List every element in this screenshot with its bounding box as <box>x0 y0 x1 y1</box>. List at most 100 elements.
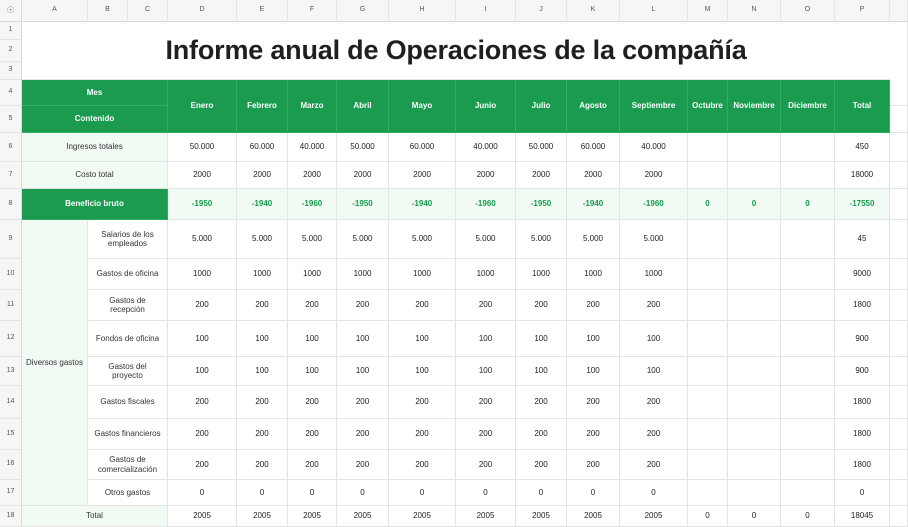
beneficio-cell[interactable]: 0 <box>728 189 781 220</box>
eye-icon[interactable]: ☉ <box>6 5 15 16</box>
gasto-cell[interactable]: 200 <box>237 290 288 321</box>
gasto-cell[interactable]: 100 <box>456 321 516 357</box>
gasto-cell[interactable]: 200 <box>168 386 237 419</box>
gasto-cell[interactable]: 100 <box>288 357 337 386</box>
gasto-cell[interactable]: 100 <box>389 321 456 357</box>
gasto-cell[interactable]: 200 <box>237 450 288 480</box>
gasto-cell[interactable]: 200 <box>337 450 389 480</box>
total-cell[interactable]: 0 <box>688 506 728 527</box>
gasto-cell[interactable]: 200 <box>288 386 337 419</box>
header-month-10[interactable]: Octubre <box>688 80 728 133</box>
header-month-3[interactable]: Marzo <box>288 80 337 133</box>
total-cell[interactable]: 2005 <box>168 506 237 527</box>
gasto-cell[interactable]: 200 <box>168 450 237 480</box>
ingresos-label[interactable]: Ingresos totales <box>22 133 168 162</box>
gasto-cell[interactable] <box>781 480 835 506</box>
gasto-cell[interactable]: 100 <box>516 357 567 386</box>
header-month-5[interactable]: Mayo <box>389 80 456 133</box>
gasto-cell[interactable]: 200 <box>516 386 567 419</box>
gasto-cell[interactable]: 5.000 <box>456 220 516 259</box>
column-header-g[interactable]: G <box>337 0 389 22</box>
gasto-cell[interactable]: 5.000 <box>389 220 456 259</box>
beneficio-label[interactable]: Beneficio bruto <box>22 189 168 220</box>
header-month-11[interactable]: Noviembre <box>728 80 781 133</box>
total-cell[interactable]: 2005 <box>237 506 288 527</box>
header-mes[interactable]: Mes <box>22 80 168 106</box>
total-cell[interactable]: 2005 <box>337 506 389 527</box>
gasto-cell[interactable]: 0 <box>516 480 567 506</box>
gasto-cell[interactable]: 5.000 <box>168 220 237 259</box>
column-header-m[interactable]: M <box>688 0 728 22</box>
gasto-total[interactable]: 900 <box>835 321 890 357</box>
gasto-cell[interactable]: 0 <box>337 480 389 506</box>
gasto-cell[interactable] <box>781 357 835 386</box>
costo-cell[interactable] <box>728 162 781 189</box>
gasto-cell[interactable]: 100 <box>337 321 389 357</box>
beneficio-cell[interactable]: 0 <box>688 189 728 220</box>
gasto-cell[interactable]: 0 <box>288 480 337 506</box>
costo-cell[interactable]: 2000 <box>288 162 337 189</box>
gasto-cell[interactable] <box>728 386 781 419</box>
gasto-label[interactable]: Gastos de recepción <box>88 290 168 321</box>
gasto-total[interactable]: 1800 <box>835 450 890 480</box>
gasto-cell[interactable]: 1000 <box>337 259 389 290</box>
costo-cell[interactable]: 2000 <box>516 162 567 189</box>
ingresos-total[interactable]: 450 <box>835 133 890 162</box>
gasto-cell[interactable]: 0 <box>620 480 688 506</box>
gasto-cell[interactable] <box>688 419 728 450</box>
gasto-label[interactable]: Salarios de los empleados <box>88 220 168 259</box>
gasto-cell[interactable]: 200 <box>567 450 620 480</box>
select-all-corner[interactable]: ☉ <box>0 0 22 22</box>
gasto-cell[interactable] <box>781 419 835 450</box>
ingresos-cell[interactable]: 40.000 <box>456 133 516 162</box>
gasto-cell[interactable]: 1000 <box>389 259 456 290</box>
beneficio-cell[interactable]: -1940 <box>567 189 620 220</box>
costo-cell[interactable]: 2000 <box>237 162 288 189</box>
gasto-cell[interactable] <box>688 386 728 419</box>
row-header-5[interactable]: 5 <box>0 106 22 133</box>
header-month-12[interactable]: Diciembre <box>781 80 835 133</box>
ingresos-cell[interactable] <box>728 133 781 162</box>
gasto-cell[interactable]: 200 <box>389 290 456 321</box>
diversos-gastos-label[interactable]: Diversos gastos <box>22 220 88 506</box>
total-cell[interactable]: 0 <box>781 506 835 527</box>
gasto-cell[interactable]: 200 <box>456 290 516 321</box>
gasto-cell[interactable]: 1000 <box>237 259 288 290</box>
costo-cell[interactable] <box>781 162 835 189</box>
costo-cell[interactable]: 2000 <box>389 162 456 189</box>
gasto-label[interactable]: Otros gastos <box>88 480 168 506</box>
gasto-cell[interactable]: 5.000 <box>337 220 389 259</box>
beneficio-cell[interactable]: -1950 <box>168 189 237 220</box>
gasto-cell[interactable]: 1000 <box>567 259 620 290</box>
ingresos-cell[interactable] <box>781 133 835 162</box>
costo-label[interactable]: Costo total <box>22 162 168 189</box>
row-header-17[interactable]: 17 <box>0 480 22 506</box>
gasto-cell[interactable]: 100 <box>337 357 389 386</box>
gasto-cell[interactable]: 200 <box>620 419 688 450</box>
ingresos-cell[interactable]: 60.000 <box>237 133 288 162</box>
row-header-8[interactable]: 8 <box>0 189 22 220</box>
gasto-cell[interactable] <box>781 220 835 259</box>
gasto-cell[interactable]: 1000 <box>168 259 237 290</box>
gasto-cell[interactable]: 0 <box>168 480 237 506</box>
beneficio-cell[interactable]: 0 <box>781 189 835 220</box>
gasto-cell[interactable]: 200 <box>620 290 688 321</box>
grand-total[interactable]: 18045 <box>835 506 890 527</box>
gasto-cell[interactable] <box>728 357 781 386</box>
gasto-cell[interactable] <box>781 259 835 290</box>
gasto-cell[interactable]: 200 <box>389 419 456 450</box>
beneficio-cell[interactable]: -1950 <box>337 189 389 220</box>
gasto-cell[interactable] <box>728 419 781 450</box>
gasto-cell[interactable]: 5.000 <box>288 220 337 259</box>
gasto-cell[interactable] <box>688 290 728 321</box>
header-month-2[interactable]: Febrero <box>237 80 288 133</box>
gasto-label[interactable]: Gastos de oficina <box>88 259 168 290</box>
gasto-cell[interactable]: 1000 <box>456 259 516 290</box>
gasto-cell[interactable]: 200 <box>168 419 237 450</box>
gasto-cell[interactable]: 200 <box>620 450 688 480</box>
column-header-h[interactable]: H <box>389 0 456 22</box>
row-header-12[interactable]: 12 <box>0 321 22 357</box>
gasto-cell[interactable]: 5.000 <box>567 220 620 259</box>
gasto-total[interactable]: 9000 <box>835 259 890 290</box>
column-header-o[interactable]: O <box>781 0 835 22</box>
